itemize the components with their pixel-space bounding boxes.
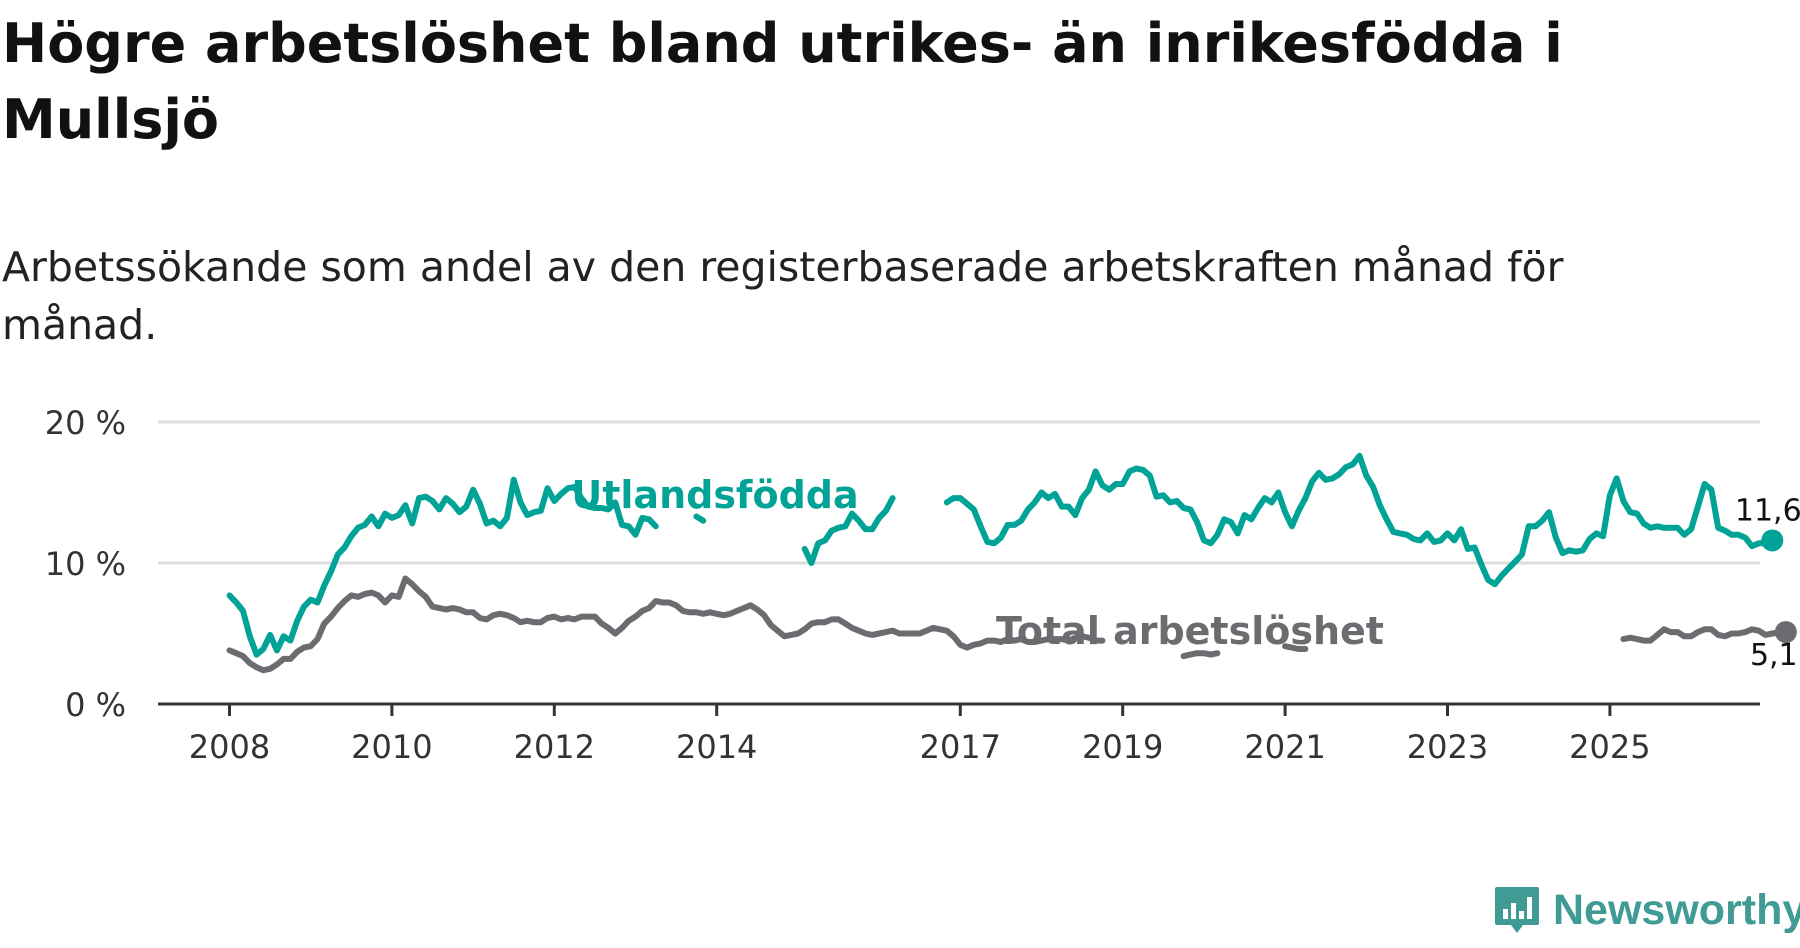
label-layer: 11,6 % Utlandsfödda 5,1 % Total arbetslöshe… (571, 473, 1800, 673)
chart-subtitle: Arbetssökande som andel av den registerb… (2, 243, 1564, 349)
line-chart: 0 % 10 % 20 % 2008 2010 2012 2014 2017 2019 2021… (45, 404, 1800, 766)
series-end-label: 11,6 % (1735, 493, 1800, 528)
y-tick-label: 20 % (45, 404, 126, 442)
chart-title: Högre arbetslöshet bland utrikes- än inr… (2, 12, 1563, 151)
x-tick-label: 2021 (1244, 728, 1325, 766)
x-tick-label: 2014 (676, 728, 757, 766)
series-layer (226, 452, 1797, 674)
x-tick-label: 2025 (1569, 728, 1650, 766)
series-end-point (1774, 621, 1797, 644)
series-label: Utlandsfödda (571, 473, 858, 517)
y-tick-label: 0 % (65, 686, 126, 724)
newsworthy-logo: Newsworthy (1493, 882, 1800, 938)
series-label: Total arbetslöshet (996, 609, 1384, 653)
series-line-utlandsfodda (226, 452, 1776, 658)
x-axis: 2008 2010 2012 2014 2017 2019 2021 2023 2025 (158, 702, 1760, 766)
y-tick-label: 10 % (45, 545, 126, 583)
grid-layer: 0 % 10 % 20 % (45, 404, 1760, 724)
series-end-label: 5,1 % (1750, 638, 1800, 673)
bar-chart-bubble-icon (1495, 887, 1539, 933)
logo-text: Newsworthy (1553, 885, 1800, 934)
x-tick-label: 2010 (351, 728, 432, 766)
x-tick-label: 2019 (1082, 728, 1163, 766)
x-tick-label: 2012 (514, 728, 595, 766)
x-tick-label: 2023 (1407, 728, 1488, 766)
x-tick-label: 2017 (920, 728, 1001, 766)
series-end-point (1761, 529, 1784, 552)
x-tick-label: 2008 (189, 728, 270, 766)
series-line-total (226, 575, 1789, 674)
